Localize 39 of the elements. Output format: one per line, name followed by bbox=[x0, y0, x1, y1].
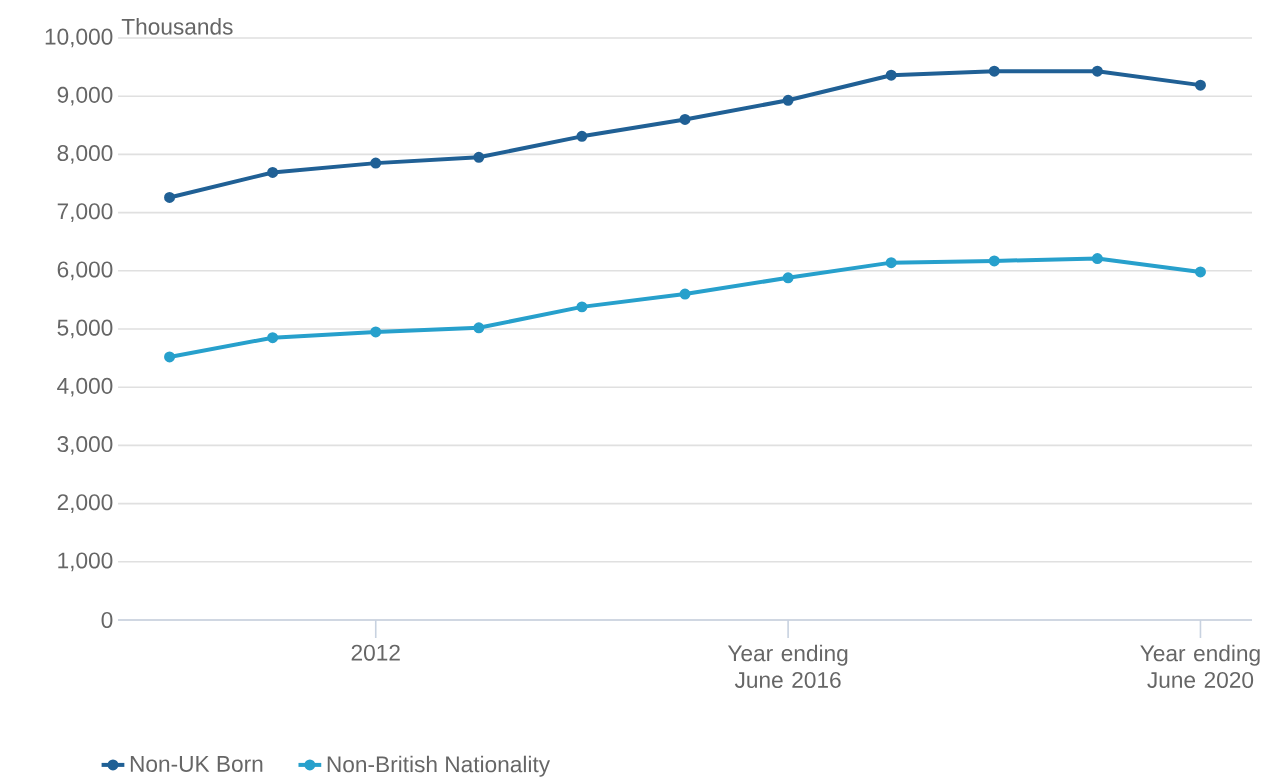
y-tick-label: 0 bbox=[101, 611, 113, 629]
y-tick-label: 10,000 bbox=[45, 28, 113, 48]
x-tick-label: Year ending June 2016 bbox=[727, 644, 848, 689]
x-tick-label: Year ending June 2020 bbox=[1140, 644, 1260, 689]
point bbox=[473, 322, 485, 334]
point bbox=[1091, 253, 1103, 265]
legend-label: Non-UK Born bbox=[130, 756, 263, 772]
point bbox=[576, 130, 588, 142]
y-tick-label: 1,000 bbox=[58, 552, 113, 572]
point bbox=[370, 326, 382, 338]
point bbox=[370, 157, 382, 169]
point bbox=[473, 151, 485, 163]
y-tick-label: 7,000 bbox=[57, 203, 113, 222]
x-tick-label: 2012 bbox=[351, 644, 400, 661]
y-tick-label: 5,000 bbox=[57, 319, 113, 339]
point bbox=[164, 191, 176, 203]
y-axis-title: Thousands bbox=[121, 18, 233, 35]
legend-label: Non-British Nationality bbox=[327, 755, 551, 777]
y-tick-label: 4,000 bbox=[57, 377, 113, 397]
point bbox=[679, 288, 691, 300]
y-tick-label: 2,000 bbox=[57, 494, 113, 513]
point bbox=[267, 166, 279, 178]
point bbox=[885, 69, 897, 81]
y-tick-label: 9,000 bbox=[57, 86, 113, 106]
point bbox=[267, 332, 279, 344]
point bbox=[988, 65, 1000, 77]
y-tick-label: 3,000 bbox=[57, 436, 113, 455]
y-tick-label: 8,000 bbox=[57, 145, 113, 164]
point bbox=[885, 257, 897, 269]
point bbox=[1194, 266, 1206, 278]
point bbox=[782, 94, 794, 106]
point bbox=[988, 255, 1000, 267]
y-tick-label: 6,000 bbox=[57, 261, 113, 281]
point bbox=[782, 272, 794, 284]
point bbox=[1091, 65, 1103, 77]
point bbox=[576, 301, 588, 313]
point bbox=[679, 113, 691, 125]
point bbox=[1194, 79, 1206, 91]
point bbox=[164, 351, 176, 363]
